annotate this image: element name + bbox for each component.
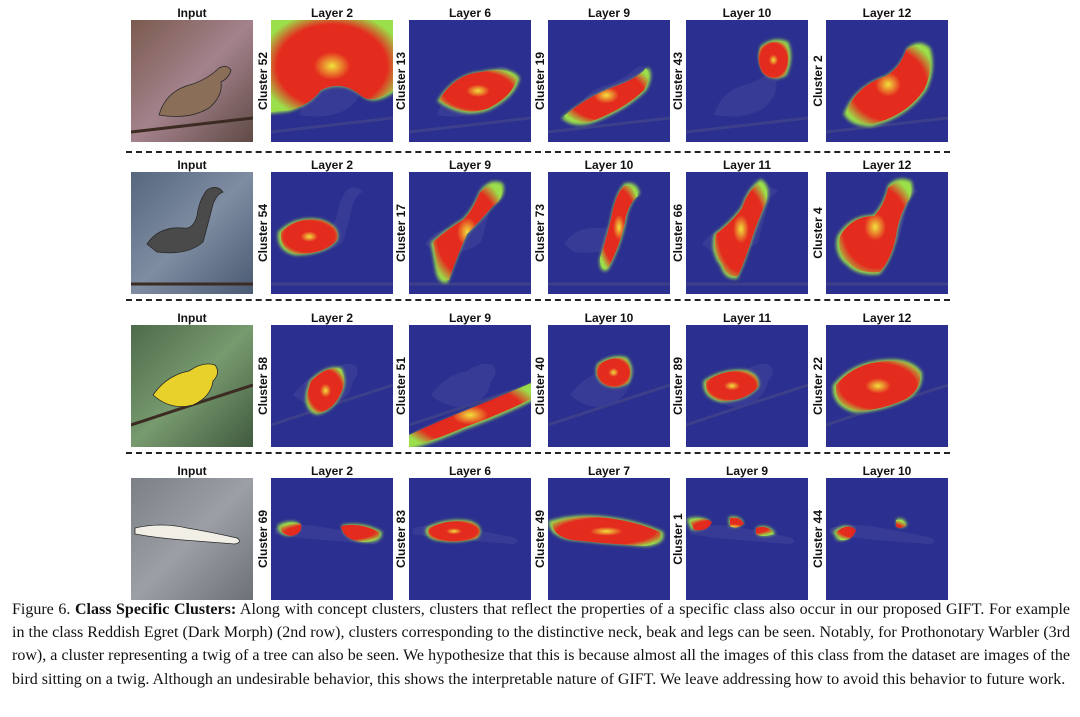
layer-title: Layer 10 (722, 6, 772, 20)
figure-caption: Figure 6. Class Specific Clusters: Along… (12, 598, 1070, 691)
cluster-heatmap (548, 20, 670, 142)
layer-title: Layer 10 (862, 464, 912, 478)
cluster-label: Cluster 44 (811, 509, 825, 569)
layer-title: Layer 12 (862, 6, 912, 20)
cluster-heatmap (826, 172, 948, 294)
layer-title: Layer 2 (310, 6, 354, 20)
cluster-label: Cluster 51 (394, 356, 408, 416)
caption-figure-number: Figure 6. (12, 601, 71, 618)
cluster-heatmap (409, 325, 531, 447)
cluster-heatmap (409, 172, 531, 294)
cluster-label: Cluster 40 (533, 356, 547, 416)
cluster-heatmap (271, 325, 393, 447)
layer-title: Layer 6 (448, 464, 492, 478)
layer-title: Layer 11 (722, 158, 772, 172)
cluster-label: Cluster 13 (394, 51, 408, 111)
cluster-heatmap (548, 172, 670, 294)
cluster-heatmap (826, 20, 948, 142)
cluster-label: Cluster 52 (256, 51, 270, 111)
cluster-label: Cluster 89 (671, 356, 685, 416)
caption-title: Class Specific Clusters: (74, 601, 237, 618)
input-bird-photo (131, 325, 253, 447)
cluster-label: Cluster 58 (256, 356, 270, 416)
figure-row: Input Layer 2 Cluster 52 Layer 6 Cluster 13 L… (0, 0, 1080, 150)
layer-title: Layer 10 (584, 158, 634, 172)
input-bird-photo (131, 478, 253, 600)
layer-title: Layer 6 (448, 6, 492, 20)
cluster-heatmap (686, 172, 808, 294)
layer-title: Layer 9 (725, 464, 769, 478)
figure-6: Input Layer 2 Cluster 52 Layer 6 Cluster 13 L… (0, 0, 1080, 600)
input-bird-photo (131, 20, 253, 142)
row-divider (126, 452, 950, 454)
cluster-heatmap (548, 325, 670, 447)
row-divider (126, 151, 950, 153)
cluster-heatmap (686, 325, 808, 447)
cluster-label: Cluster 43 (671, 51, 685, 111)
figure-row: Input Layer 2 Cluster 69 Layer 6 Cluster 83 L… (0, 458, 1080, 608)
cluster-label: Cluster 73 (533, 203, 547, 263)
layer-title: Layer 12 (862, 311, 912, 325)
input-column-title: Input (177, 311, 207, 325)
cluster-label: Cluster 22 (811, 356, 825, 416)
layer-title: Layer 2 (310, 311, 354, 325)
cluster-heatmap (686, 20, 808, 142)
cluster-heatmap (548, 478, 670, 600)
layer-title: Layer 9 (448, 158, 492, 172)
cluster-label: Cluster 69 (256, 509, 270, 569)
figure-row: Input Layer 2 Cluster 58 Layer 9 Cluster 51 L… (0, 305, 1080, 455)
layer-title: Layer 2 (310, 158, 354, 172)
cluster-label: Cluster 1 (671, 513, 685, 565)
layer-title: Layer 11 (722, 311, 772, 325)
caption-text: Along with concept clusters, clusters th… (12, 601, 1070, 688)
cluster-heatmap (271, 172, 393, 294)
cluster-label: Cluster 4 (811, 207, 825, 259)
input-column-title: Input (177, 6, 207, 20)
input-bird-photo (131, 172, 253, 294)
layer-title: Layer 10 (584, 311, 634, 325)
cluster-heatmap (409, 478, 531, 600)
cluster-label: Cluster 2 (811, 55, 825, 107)
row-divider (126, 299, 950, 301)
layer-title: Layer 2 (310, 464, 354, 478)
layer-title: Layer 7 (587, 464, 631, 478)
cluster-label: Cluster 49 (533, 509, 547, 569)
cluster-label: Cluster 54 (256, 203, 270, 263)
cluster-heatmap (271, 478, 393, 600)
figure-row: Input Layer 2 Cluster 54 Layer 9 Cluster 17 L… (0, 152, 1080, 302)
cluster-heatmap (686, 478, 808, 600)
input-column-title: Input (177, 464, 207, 478)
cluster-heatmap (409, 20, 531, 142)
cluster-label: Cluster 17 (394, 203, 408, 263)
cluster-heatmap (826, 478, 948, 600)
input-column-title: Input (177, 158, 207, 172)
cluster-label: Cluster 19 (533, 51, 547, 111)
layer-title: Layer 12 (862, 158, 912, 172)
cluster-heatmap (826, 325, 948, 447)
layer-title: Layer 9 (448, 311, 492, 325)
cluster-label: Cluster 66 (671, 203, 685, 263)
cluster-heatmap (271, 20, 393, 142)
cluster-label: Cluster 83 (394, 509, 408, 569)
layer-title: Layer 9 (587, 6, 631, 20)
